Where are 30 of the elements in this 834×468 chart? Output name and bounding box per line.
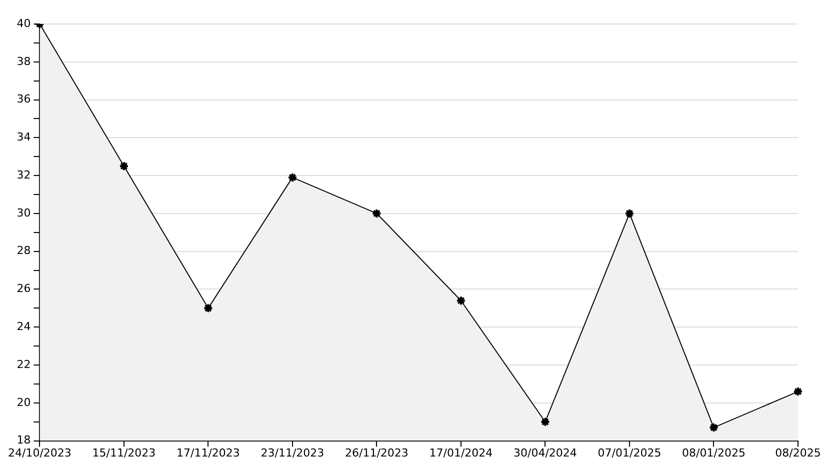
x-tick-label: 08/01/2025 [682,446,746,460]
point [624,208,634,218]
x-tick-label: 26/11/2023 [345,446,408,460]
point [372,208,382,218]
point [540,416,550,427]
point [456,296,466,306]
x-tick-label: 07/01/2025 [598,446,662,460]
x-tick-label: 30/04/2024 [514,446,577,460]
point [708,422,719,433]
y-tick-label: 40 [16,16,31,30]
y-tick-label: 24 [16,320,31,333]
y-tick-label: 34 [16,130,31,144]
x-tick-label: 24/10/2023 [8,446,72,460]
x-tick-label: 17/01/2024 [429,446,493,460]
y-tick-label: 30 [16,206,31,220]
point [203,303,214,314]
y-tick-label: 36 [16,92,31,106]
x-tick-label: 17/11/2023 [176,446,240,460]
y-tick-label: 22 [16,358,31,371]
y-tick-label: 38 [16,54,31,68]
x-tick-label: 08/2025 [775,446,821,460]
point [118,161,129,172]
y-tick-label: 32 [16,168,31,182]
y-tick-label: 28 [16,244,31,258]
y-tick-label: 26 [16,282,31,296]
point [287,172,298,182]
y-tick-label: 20 [16,396,31,409]
x-tick-label: 15/11/2023 [92,446,156,460]
y-tick-label: 18 [16,434,31,447]
x-tick-label: 23/11/2023 [260,446,324,460]
